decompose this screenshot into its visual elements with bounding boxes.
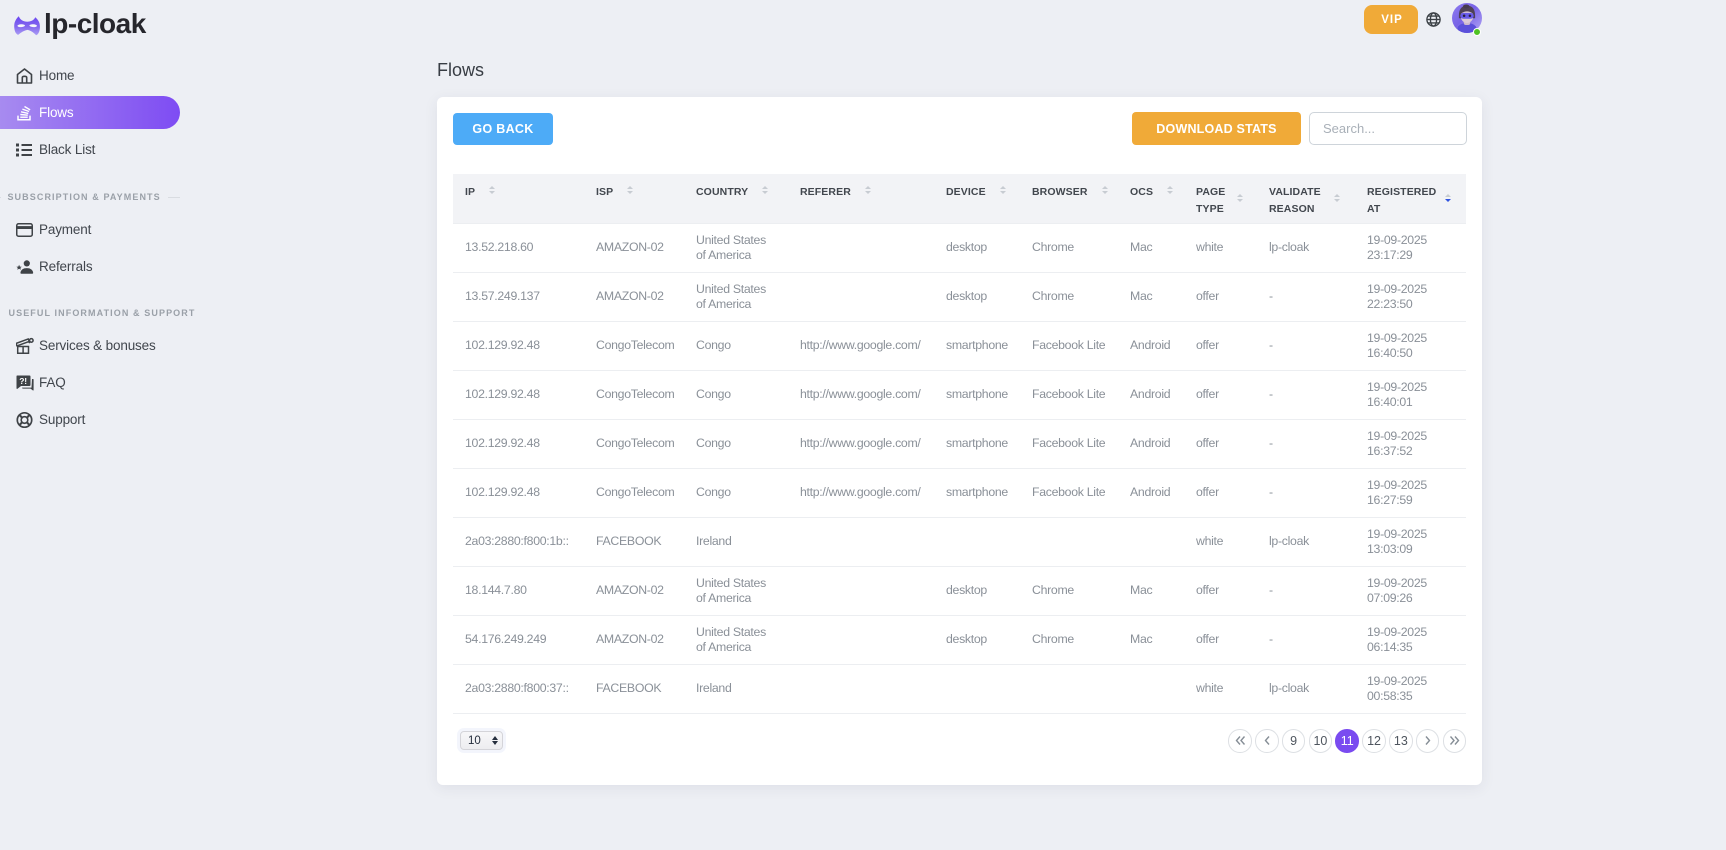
svg-text:?!: ?! <box>19 376 27 386</box>
